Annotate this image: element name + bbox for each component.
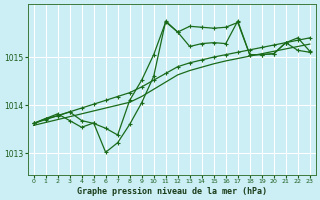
X-axis label: Graphe pression niveau de la mer (hPa): Graphe pression niveau de la mer (hPa): [77, 187, 267, 196]
